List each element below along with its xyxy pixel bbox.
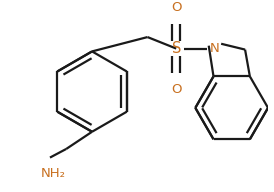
Text: S: S <box>172 41 181 56</box>
Text: O: O <box>171 83 181 96</box>
Text: N: N <box>210 42 219 55</box>
Text: NH₂: NH₂ <box>40 167 65 180</box>
Text: O: O <box>171 1 181 14</box>
